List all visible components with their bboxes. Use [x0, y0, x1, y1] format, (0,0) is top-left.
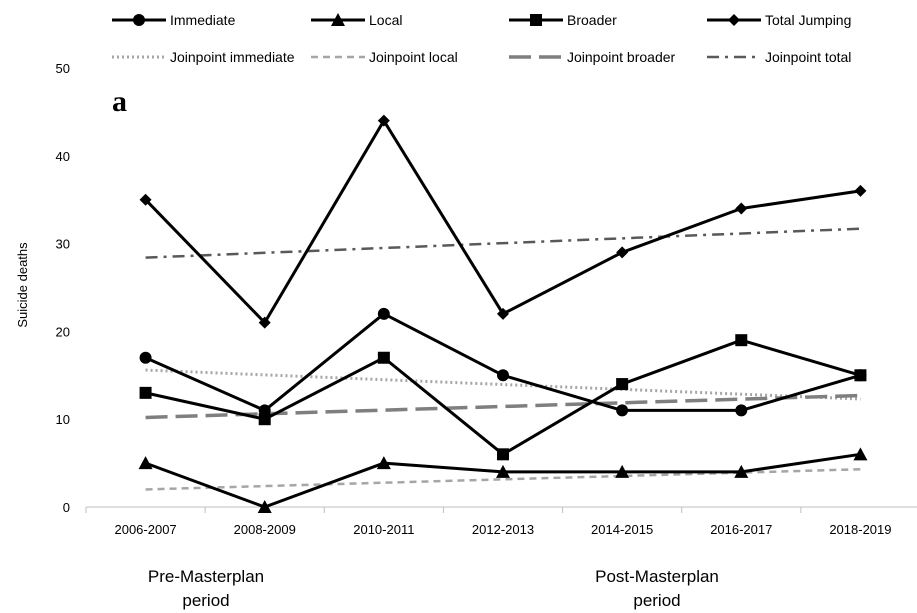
legend-marker-local	[331, 13, 345, 26]
data-point-local	[734, 464, 749, 478]
data-point-total-jumping	[377, 114, 390, 127]
y-tick-label: 20	[56, 324, 70, 339]
legend-marker-total-jumping	[728, 14, 740, 26]
x-tick-label: 2006-2007	[114, 522, 176, 537]
data-point-local	[257, 500, 272, 513]
y-tick-label: 40	[56, 149, 70, 164]
data-point-local	[376, 456, 391, 470]
data-point-broader	[497, 448, 509, 461]
y-axis-label: Suicide deaths	[15, 242, 30, 328]
trend-line-joinpoint-total	[145, 227, 861, 259]
data-point-local	[138, 456, 153, 470]
data-point-immediate	[616, 404, 629, 417]
x-tick-label: 2010-2011	[353, 522, 414, 537]
data-point-local	[615, 464, 630, 478]
legend-label-joinpoint-immediate: Joinpoint immediate	[170, 49, 295, 65]
data-point-broader	[616, 378, 629, 391]
y-tick-label: 50	[56, 61, 70, 76]
data-point-total-jumping	[616, 246, 629, 259]
trend-lines	[145, 227, 861, 491]
data-point-total-jumping	[258, 316, 271, 329]
data-point-broader	[854, 369, 867, 382]
legend-label-joinpoint-local: Joinpoint local	[369, 49, 458, 65]
data-markers	[138, 114, 868, 513]
trend-line-joinpoint-immediate	[145, 368, 861, 401]
data-point-broader	[258, 413, 271, 426]
series-line-immediate	[144, 312, 861, 412]
pre-period-label-line1: Pre-Masterplan	[148, 567, 264, 586]
data-point-total-jumping	[139, 193, 152, 206]
data-point-broader	[377, 351, 390, 364]
data-point-local	[853, 447, 868, 461]
x-tick-label: 2016-2017	[710, 522, 772, 537]
x-tick-label: 2014-2015	[591, 522, 653, 537]
panel-label: a	[112, 85, 127, 118]
legend-label-total-jumping: Total Jumping	[765, 12, 851, 28]
y-tick-label: 30	[56, 237, 70, 252]
legend-label-immediate: Immediate	[170, 12, 236, 28]
data-point-total-jumping	[854, 184, 867, 197]
data-point-immediate	[377, 307, 390, 320]
legend-label-joinpoint-broader: Joinpoint broader	[567, 49, 676, 65]
legend-label-joinpoint-total: Joinpoint total	[765, 49, 851, 65]
data-point-total-jumping	[497, 307, 509, 320]
legend-marker-broader	[530, 14, 542, 26]
pre-period-label-line2: period	[182, 591, 229, 610]
data-point-immediate	[735, 404, 748, 417]
x-tick-label: 2012-2013	[472, 522, 534, 537]
legend-label-local: Local	[369, 12, 402, 28]
post-period-label-line1: Post-Masterplan	[595, 567, 719, 586]
data-point-total-jumping	[735, 202, 748, 215]
axes: 2006-2007 2008-2009 2010-2011 2012-2013 2014…	[56, 61, 917, 537]
y-tick-label: 10	[56, 412, 70, 427]
data-point-local	[496, 464, 510, 478]
data-point-immediate	[139, 351, 152, 364]
legend-marker-immediate	[133, 14, 145, 26]
x-tick-label: 2018-2019	[829, 522, 891, 537]
data-point-broader	[735, 334, 748, 347]
legend: Immediate Local Broader Total Jumping Joinpo…	[112, 12, 851, 65]
y-tick-label: 0	[63, 500, 70, 515]
x-tick-label: 2008-2009	[234, 522, 296, 537]
data-point-broader	[139, 386, 152, 399]
series-line-total-jumping	[144, 119, 861, 325]
series-line-local	[145, 452, 861, 509]
data-point-immediate	[497, 369, 509, 382]
post-period-label-line2: period	[633, 591, 680, 610]
legend-label-broader: Broader	[567, 12, 617, 28]
